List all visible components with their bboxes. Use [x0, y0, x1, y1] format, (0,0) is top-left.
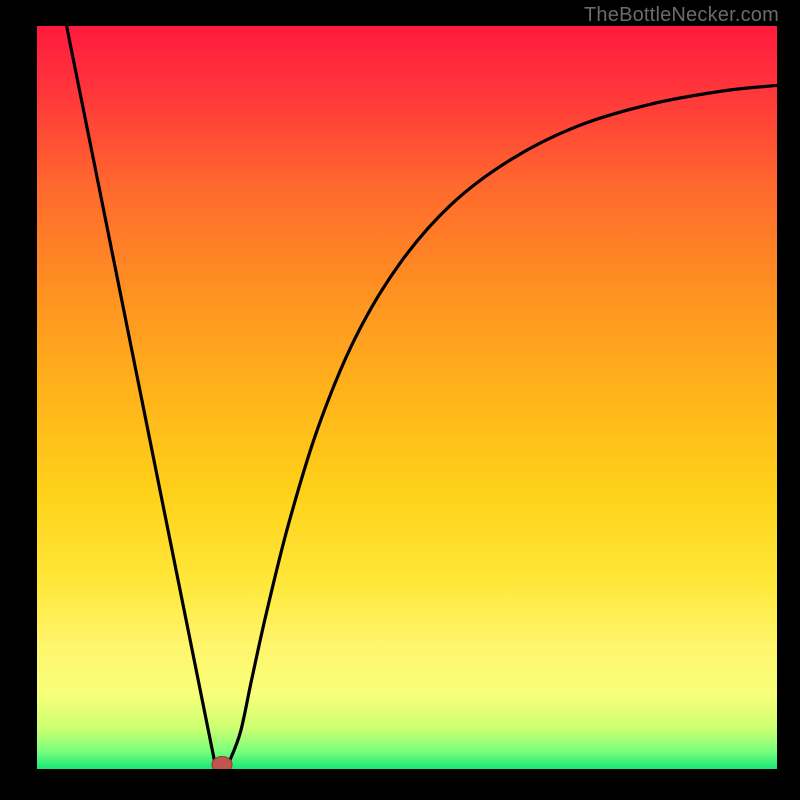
curve-left-branch: [67, 26, 215, 762]
chart-stage: TheBottleNecker.com: [0, 0, 800, 800]
curve-right-branch: [229, 85, 777, 761]
bottleneck-curve: [37, 26, 777, 769]
watermark-text: TheBottleNecker.com: [584, 4, 779, 27]
plot-area: [37, 26, 777, 769]
optimal-point-marker: [212, 757, 232, 769]
